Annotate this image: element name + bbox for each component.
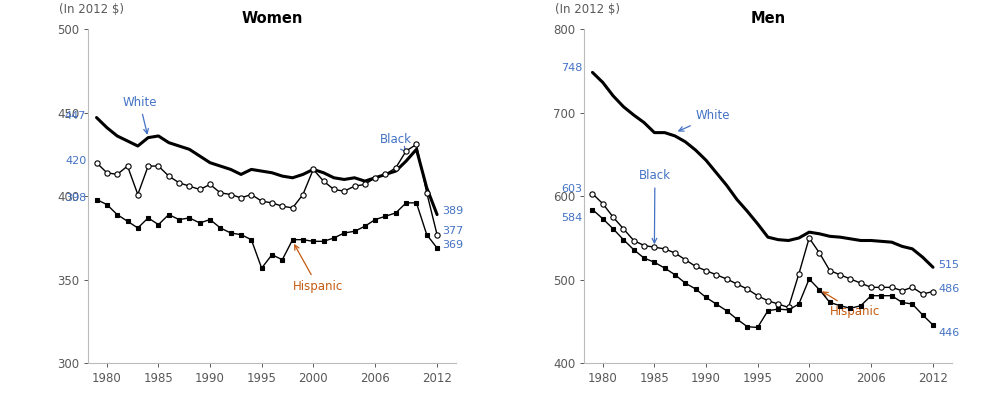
Text: 603: 603 — [561, 185, 582, 195]
Text: 398: 398 — [65, 193, 86, 203]
Text: 748: 748 — [561, 63, 582, 73]
Text: White: White — [123, 96, 157, 133]
Text: 447: 447 — [65, 111, 86, 121]
Title: Women: Women — [241, 11, 303, 26]
Text: 584: 584 — [561, 213, 582, 223]
Text: 515: 515 — [938, 260, 959, 270]
Text: 369: 369 — [442, 240, 463, 250]
Title: Men: Men — [750, 11, 786, 26]
Text: Black: Black — [381, 133, 412, 152]
Text: 486: 486 — [938, 284, 959, 294]
Text: 377: 377 — [442, 226, 463, 236]
Text: 389: 389 — [442, 206, 463, 216]
Text: (In 2012 $): (In 2012 $) — [555, 2, 620, 16]
Text: Hispanic: Hispanic — [823, 292, 880, 318]
Text: Black: Black — [639, 169, 671, 243]
Text: Hispanic: Hispanic — [292, 245, 342, 293]
Text: 420: 420 — [65, 156, 86, 166]
Text: 446: 446 — [938, 328, 959, 338]
Text: White: White — [679, 109, 730, 131]
Text: (In 2012 $): (In 2012 $) — [59, 2, 124, 16]
